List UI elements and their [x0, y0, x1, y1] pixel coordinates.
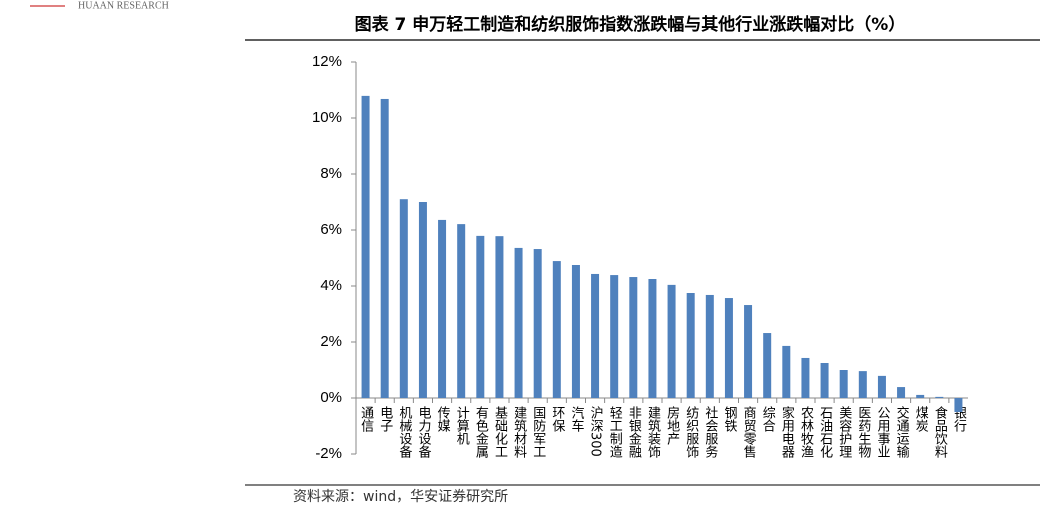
x-tick-label: 银行: [951, 406, 967, 433]
y-tick-label: 6%: [320, 221, 342, 238]
bar: [954, 398, 963, 412]
y-tick-label: 0%: [320, 389, 342, 406]
x-tick-label: 机械设备: [396, 406, 412, 459]
x-tick-label: 煤炭: [913, 406, 929, 433]
x-tick-label: 轻工制造: [607, 406, 623, 459]
x-tick-label: 石油石化: [817, 406, 833, 459]
chart-title: 图表 7 申万轻工制造和纺织服饰指数涨跌幅与其他行业涨跌幅对比（%）: [355, 14, 906, 35]
x-tick-label: 计算机: [454, 406, 470, 446]
y-tick-label: 12%: [312, 53, 342, 70]
bar: [935, 396, 944, 398]
bar: [686, 293, 695, 398]
y-tick-label: 2%: [320, 333, 342, 350]
x-tick-label: 通信: [358, 406, 374, 432]
bar: [782, 345, 791, 398]
bar: [361, 95, 370, 398]
bar: [763, 333, 772, 398]
bar: [629, 277, 638, 398]
x-tick-label: 美容护理: [836, 406, 852, 458]
bar: [533, 249, 542, 398]
x-tick-label: 食品饮料: [932, 405, 948, 458]
bar: [820, 363, 829, 398]
x-tick-label: 农林牧渔: [798, 406, 814, 458]
x-tick-label: 建筑装饰: [645, 406, 661, 458]
bar: [858, 371, 867, 398]
bar: [648, 279, 657, 398]
x-tick-label: 综合: [760, 406, 776, 432]
y-tick-label: 4%: [320, 277, 342, 294]
bar: [705, 294, 714, 398]
bar: [495, 236, 504, 398]
y-tick-label: 10%: [312, 109, 342, 126]
bar: [724, 298, 733, 398]
x-tick-label: 有色金属: [473, 406, 489, 459]
bar: [667, 284, 676, 398]
bar: [438, 219, 447, 398]
x-tick-label: 基础化工: [492, 406, 508, 458]
x-tick-label: 商贸零售: [741, 406, 757, 458]
bar: [591, 273, 600, 398]
x-tick-label: 环保: [549, 406, 565, 432]
x-tick-label: 沪深300: [588, 405, 604, 456]
x-tick-label: 家用电器: [779, 405, 795, 459]
bar: [380, 98, 389, 399]
bar: [476, 235, 485, 398]
x-tick-label: 国防军工: [530, 406, 546, 458]
x-tick-label: 非银金融: [626, 406, 642, 458]
x-tick-label: 传媒: [435, 406, 451, 432]
bar: [897, 387, 906, 398]
bar: [514, 247, 523, 398]
bar: [418, 202, 427, 398]
bar: [610, 275, 619, 398]
bar: [571, 265, 580, 398]
bar: [744, 305, 753, 398]
x-tick-label: 建筑材料: [511, 406, 527, 458]
x-tick-label: 交通运输: [894, 405, 910, 458]
source: 资料来源：wind，华安证券研究所: [293, 489, 508, 505]
bar: [552, 261, 561, 398]
x-tick-label: 医药生物: [855, 406, 871, 459]
bar: [839, 370, 848, 398]
x-tick-label: 社会服务: [702, 405, 718, 458]
x-tick-label: 汽车: [568, 406, 584, 432]
y-tick-label: -2%: [315, 445, 342, 462]
y-tick-label: 8%: [320, 165, 342, 182]
brand: HUAAN RESEARCH: [78, 0, 169, 11]
x-tick-label: 纺织服饰: [683, 406, 699, 458]
x-tick-label: 房地产: [664, 405, 680, 446]
bar: [877, 375, 886, 398]
bar: [457, 224, 466, 398]
bar: [916, 394, 925, 398]
x-tick-label: 钢铁: [721, 406, 737, 432]
x-tick-label: 电子: [377, 406, 393, 432]
bar: [801, 357, 810, 398]
x-tick-label: 电力设备: [415, 406, 431, 459]
x-tick-label: 公用事业: [874, 406, 890, 458]
bar: [399, 199, 408, 398]
